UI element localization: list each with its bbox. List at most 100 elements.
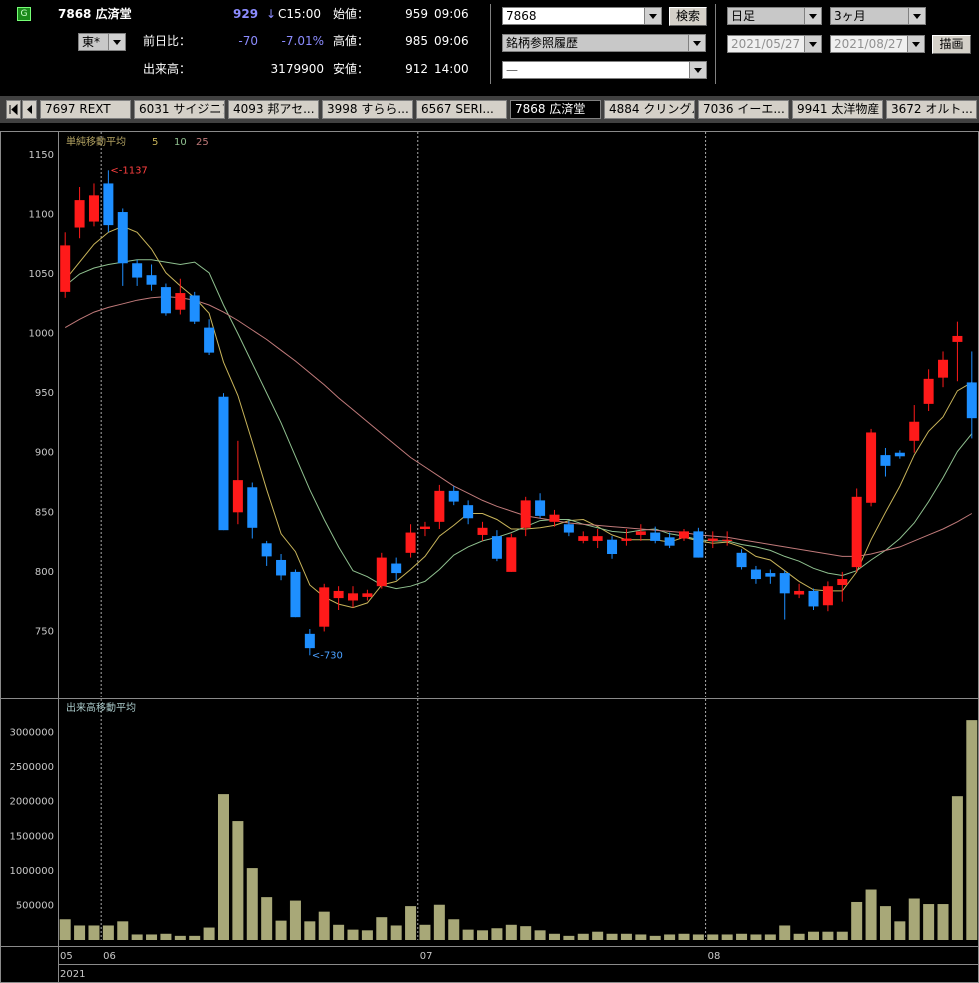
low: 912 bbox=[405, 62, 428, 76]
annotation: <-730 bbox=[312, 650, 343, 661]
volume-bar bbox=[146, 934, 158, 940]
candle-body bbox=[434, 490, 445, 522]
sub-value: — bbox=[506, 63, 518, 77]
tab[interactable]: 7036 イーエ... bbox=[698, 100, 789, 119]
volume-bar bbox=[836, 931, 848, 940]
candle-body bbox=[722, 539, 733, 541]
history-select[interactable]: 銘柄参照履歴 bbox=[502, 34, 706, 52]
label: 前日比： bbox=[143, 34, 192, 48]
from: 2021/05/27 bbox=[731, 37, 801, 51]
volume-bar bbox=[261, 897, 273, 940]
volume-bar bbox=[491, 928, 503, 940]
candle-body bbox=[290, 571, 301, 618]
candle-body bbox=[506, 537, 517, 572]
candle-body bbox=[160, 287, 171, 314]
volume-bar bbox=[448, 919, 460, 940]
candle-body bbox=[607, 539, 618, 555]
search-button[interactable]: 検索 bbox=[669, 7, 707, 26]
volume-bar bbox=[707, 934, 719, 940]
volume-bar bbox=[937, 904, 949, 940]
candle-body bbox=[909, 421, 920, 441]
candle-body bbox=[750, 569, 761, 580]
volume-bar bbox=[246, 868, 258, 940]
y-tick-label: 1000 bbox=[29, 329, 54, 340]
volume-bar bbox=[174, 935, 186, 940]
price: 929 bbox=[233, 7, 259, 21]
x-year-label: 2021 bbox=[60, 969, 85, 980]
volume-bar bbox=[520, 926, 532, 940]
y-tick-label: 1150 bbox=[29, 150, 54, 161]
volume-bar bbox=[217, 794, 229, 940]
candle-body bbox=[304, 633, 315, 649]
candle-body bbox=[952, 335, 963, 342]
volume-bar bbox=[635, 934, 647, 940]
volume-bar bbox=[563, 935, 575, 940]
draw-button[interactable]: 描画 bbox=[932, 35, 971, 54]
candle-body bbox=[491, 536, 502, 559]
volume-bar bbox=[951, 796, 963, 940]
annotation: <-1137 bbox=[110, 165, 147, 176]
market-select[interactable]: 東* bbox=[78, 33, 126, 51]
chart-frame bbox=[0, 131, 979, 983]
volume-bar bbox=[390, 925, 402, 940]
y-tick-label: 3000000 bbox=[9, 728, 54, 739]
range: 3ヶ月 bbox=[834, 9, 866, 23]
to: 2021/08/27 bbox=[834, 37, 904, 51]
volume-bar bbox=[606, 933, 618, 940]
volume-bar bbox=[333, 924, 345, 940]
candle-body bbox=[894, 452, 905, 457]
tab[interactable]: 3998 すらら... bbox=[322, 100, 413, 119]
code-input[interactable]: 7868 bbox=[502, 7, 662, 25]
tab[interactable]: 9941 太洋物産 bbox=[792, 100, 883, 119]
high: 985 bbox=[405, 34, 428, 48]
volume-bar bbox=[160, 933, 172, 940]
volume: 3179900 bbox=[270, 62, 324, 76]
volume-bar bbox=[505, 924, 517, 940]
candle-body bbox=[189, 295, 200, 322]
tab[interactable]: 7697 REXT bbox=[40, 100, 131, 119]
range-select[interactable]: 3ヶ月 bbox=[830, 7, 926, 25]
y-tick-label: 1500000 bbox=[9, 831, 54, 842]
change-pct: -7.01% bbox=[281, 34, 324, 48]
volume-bar bbox=[376, 917, 388, 940]
volume-bar bbox=[851, 901, 863, 940]
tab[interactable]: 6567 SERI... bbox=[416, 100, 507, 119]
tab[interactable]: 3672 オルト... bbox=[886, 100, 977, 119]
volume-bar bbox=[966, 720, 978, 940]
tab[interactable]: 4093 邦アセ... bbox=[228, 100, 319, 119]
dropdown bbox=[108, 34, 125, 50]
candle-body bbox=[405, 532, 416, 553]
candle-body bbox=[261, 543, 272, 557]
dropdown bbox=[688, 35, 705, 51]
volume-bar bbox=[808, 931, 820, 940]
to-date[interactable]: 2021/08/27 bbox=[830, 35, 925, 53]
market: 東* bbox=[82, 35, 101, 49]
volume-bar bbox=[865, 889, 877, 940]
volume-bar bbox=[275, 920, 287, 940]
volume-bar bbox=[131, 934, 143, 940]
volume-bar bbox=[548, 933, 560, 940]
tab[interactable]: 7868 広済堂 bbox=[510, 100, 601, 119]
volume-bar bbox=[318, 911, 330, 940]
dropdown bbox=[804, 36, 821, 52]
volume-bar bbox=[304, 921, 316, 940]
candle-body bbox=[362, 593, 373, 597]
ma-line bbox=[64, 259, 973, 590]
ma-line bbox=[64, 225, 973, 609]
volume-bar bbox=[793, 933, 805, 940]
sub-select[interactable]: — bbox=[502, 61, 707, 79]
x-tick-label: 08 bbox=[708, 951, 721, 962]
interval-select[interactable]: 日足 bbox=[727, 7, 822, 25]
icon bbox=[9, 103, 18, 116]
tab-nav[interactable] bbox=[6, 100, 38, 119]
candle-body bbox=[822, 586, 833, 606]
time: C15:00 bbox=[278, 7, 321, 21]
tab[interactable]: 6031 サイジニア bbox=[134, 100, 225, 119]
volume-bar bbox=[419, 924, 431, 940]
low-time: 14:00 bbox=[434, 62, 469, 76]
volume-bar bbox=[189, 935, 201, 940]
volume-bar bbox=[750, 934, 762, 940]
tab[interactable]: 4884 クリングル bbox=[604, 100, 695, 119]
from-date[interactable]: 2021/05/27 bbox=[727, 35, 822, 53]
